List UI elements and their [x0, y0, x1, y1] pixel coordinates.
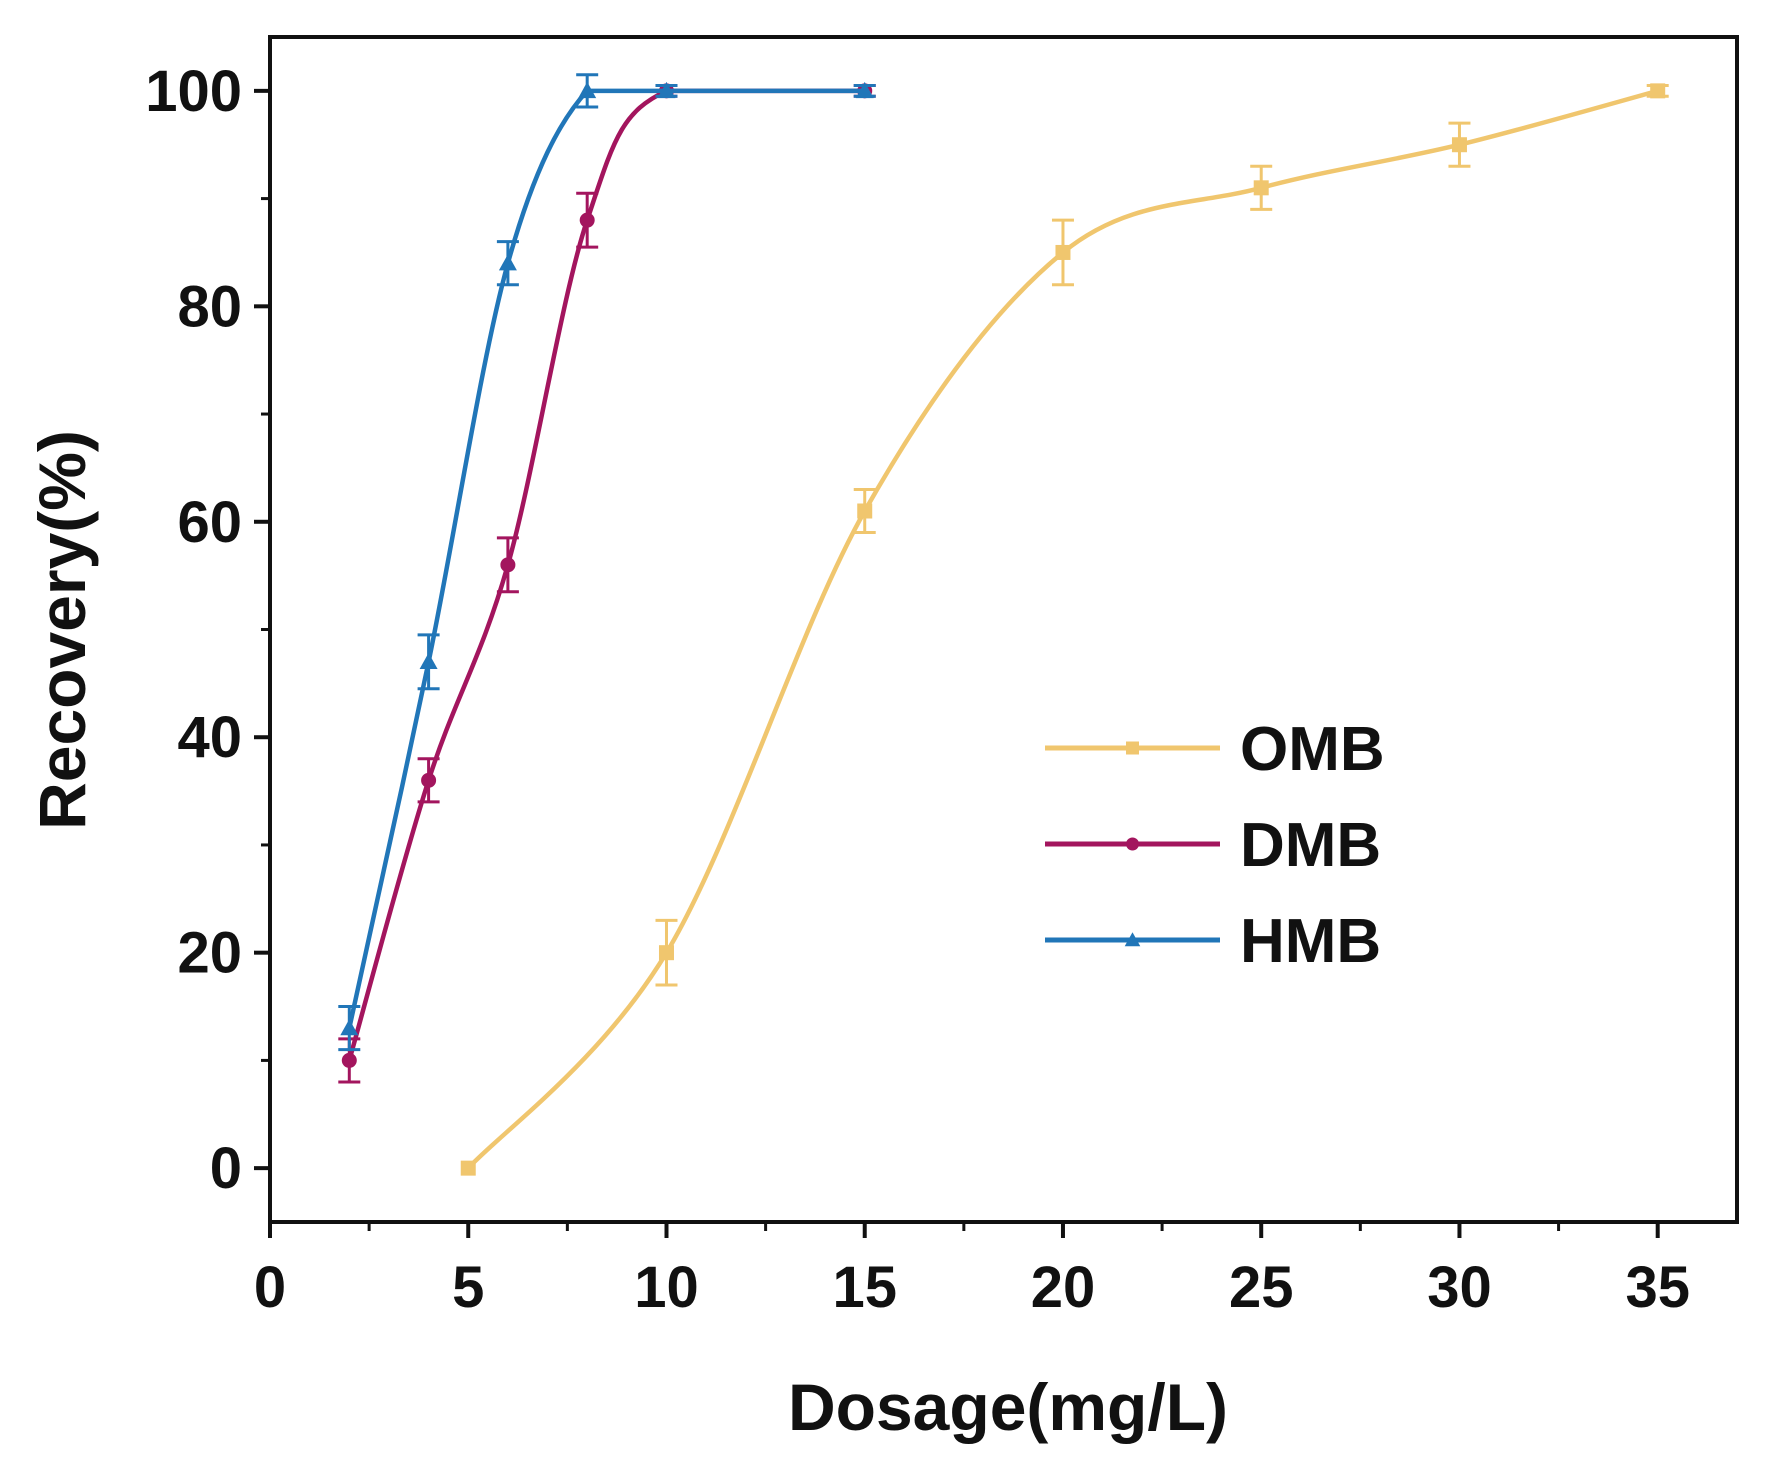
y-tick-label: 100 — [145, 59, 242, 124]
legend-label-dmb: DMB — [1240, 811, 1381, 880]
data-point-hmb — [855, 81, 874, 99]
series-omb — [460, 83, 1669, 1176]
y-tick-label: 40 — [177, 705, 242, 770]
legend-marker-omb — [1126, 741, 1139, 755]
axes: 0 5 10 15 20 25 30 35 0 20 40 60 80 100 — [145, 35, 1739, 1320]
y-tick-label: 60 — [177, 490, 242, 555]
series-line-hmb — [347, 88, 867, 1031]
x-tick-label: 35 — [1625, 1255, 1690, 1320]
data-point-hmb — [578, 81, 597, 99]
y-tick-label: 0 — [210, 1136, 242, 1201]
y-axis-title: Recovery(%) — [25, 430, 99, 830]
legend-item-hmb: HMB — [1045, 907, 1381, 976]
y-tick-label: 20 — [177, 921, 242, 986]
data-point-hmb — [498, 254, 517, 271]
data-point-hmb — [419, 652, 438, 670]
data-point-omb — [1650, 83, 1666, 99]
data-point-omb — [460, 1160, 476, 1176]
y-tick-label: 80 — [177, 274, 242, 339]
series-hmb — [338, 73, 876, 1052]
series-line-dmb — [347, 88, 867, 1063]
plot-area — [338, 73, 1669, 1176]
x-tick-label: 30 — [1427, 1255, 1492, 1320]
legend-marker-dmb — [1126, 837, 1139, 851]
x-tick-label: 15 — [832, 1255, 897, 1320]
plot-frame — [268, 35, 1739, 1224]
data-point-hmb — [657, 81, 676, 99]
series-dmb — [338, 83, 876, 1084]
x-axis-title: Dosage(mg/L) — [788, 1370, 1228, 1444]
legend-item-dmb: DMB — [1045, 811, 1381, 880]
legend-marker-hmb — [1124, 932, 1141, 947]
legend: OMB DMB HMB — [1045, 715, 1385, 976]
data-point-dmb — [421, 772, 437, 788]
data-point-omb — [1055, 244, 1071, 260]
legend-item-omb: OMB — [1045, 715, 1385, 784]
x-tick-label: 10 — [634, 1255, 699, 1320]
x-tick-label: 0 — [254, 1255, 286, 1320]
data-point-dmb — [500, 557, 516, 573]
x-tick-label: 25 — [1229, 1255, 1294, 1320]
legend-label-hmb: HMB — [1240, 907, 1381, 976]
legend-label-omb: OMB — [1240, 715, 1385, 784]
data-point-omb — [1253, 180, 1269, 196]
x-tick-label: 5 — [452, 1255, 484, 1320]
data-point-omb — [658, 945, 674, 961]
data-point-dmb — [579, 212, 595, 228]
data-point-omb — [857, 503, 873, 519]
data-point-dmb — [341, 1052, 357, 1068]
x-tick-label: 20 — [1031, 1255, 1096, 1320]
data-point-omb — [1451, 137, 1467, 153]
data-point-hmb — [340, 1019, 359, 1036]
